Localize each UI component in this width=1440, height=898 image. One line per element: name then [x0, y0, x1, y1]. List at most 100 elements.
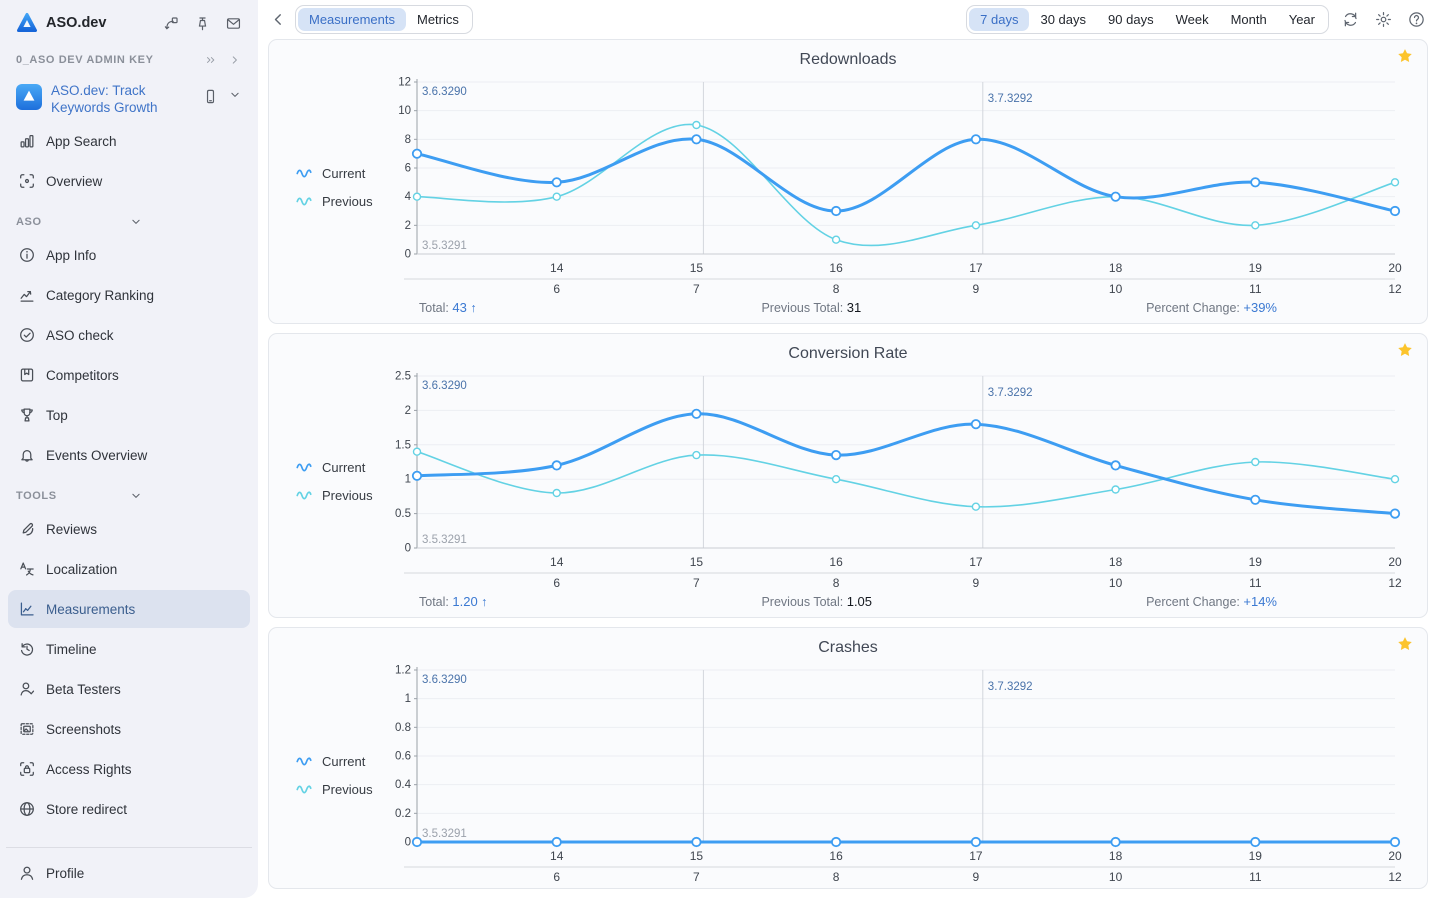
legend-item-current[interactable]: Current [295, 460, 387, 475]
percent-change-value: +39% [1243, 300, 1277, 315]
svg-text:2: 2 [405, 405, 411, 417]
sidebar-item-label: Reviews [46, 521, 98, 537]
svg-text:6: 6 [405, 163, 411, 175]
chart-plot-redownloads: 0 2 4 6 8 10 12 3.7.3292 3.6.3290 3.5.3291 14 6 15 7 1… [398, 77, 1402, 297]
previous-total-label: Previous Total: [761, 595, 844, 609]
sidebar-item-reviews[interactable]: Reviews [8, 510, 250, 548]
favorite-star-button[interactable] [1396, 341, 1414, 359]
percent-change-value: +14% [1243, 594, 1277, 609]
sidebar-item-store-redirect[interactable]: Store redirect [8, 790, 250, 828]
sidebar-item-app-info[interactable]: App Info [8, 236, 250, 274]
svg-text:17: 17 [969, 555, 983, 569]
chart-row: Current Previous 0 2 4 6 8 10 12 3.7.3292 3.6.3290… [269, 74, 1427, 300]
user-icon [18, 864, 36, 882]
legend-item-previous[interactable]: Previous [295, 488, 387, 503]
chart-row: Current Previous 0 0.2 0.4 0.6 0.8 1 1.2 3.7.3292… [269, 662, 1427, 888]
workspace-row[interactable]: 0_ASO DEV ADMIN KEY [8, 50, 250, 70]
svg-text:14: 14 [550, 261, 564, 275]
legend-item-previous[interactable]: Previous [295, 782, 387, 797]
sidebar-item-label: Beta Testers [46, 681, 121, 697]
chart-legend: Current Previous [269, 754, 387, 797]
chevron-down-icon[interactable] [129, 489, 242, 503]
svg-text:19: 19 [1249, 849, 1263, 863]
svg-text:18: 18 [1109, 849, 1123, 863]
collapse-icon[interactable] [163, 15, 180, 32]
legend-item-current[interactable]: Current [295, 754, 387, 769]
svg-text:16: 16 [829, 261, 843, 275]
previous-total-value: 31 [846, 300, 862, 315]
trend-up-icon: ↑ [481, 595, 488, 609]
sidebar-footer: Profile [6, 847, 252, 898]
sidebar-item-label: Profile [46, 865, 85, 881]
range-week[interactable]: Week [1165, 8, 1220, 31]
svg-text:19: 19 [1249, 261, 1263, 275]
sidebar-item-profile[interactable]: Profile [8, 854, 250, 892]
svg-text:16: 16 [829, 849, 843, 863]
sidebar-item-app-search[interactable]: App Search [8, 122, 250, 160]
legend-item-current[interactable]: Current [295, 166, 387, 181]
svg-text:4: 4 [405, 191, 412, 203]
sidebar-item-label: Store redirect [46, 801, 128, 817]
summary-change: Percent Change: +14% [1146, 594, 1277, 609]
sidebar-item-top[interactable]: Top [8, 396, 250, 434]
sidebar-item-competitors[interactable]: Competitors [8, 356, 250, 394]
tab-measurements[interactable]: Measurements [298, 8, 406, 31]
sidebar-item-overview[interactable]: Overview [8, 162, 250, 200]
help-button[interactable] [1405, 8, 1428, 31]
favorite-star-button[interactable] [1396, 635, 1414, 653]
chevron-down-icon[interactable] [228, 88, 242, 102]
section-label: TOOLS [16, 490, 57, 502]
range-year[interactable]: Year [1278, 8, 1326, 31]
mail-icon[interactable] [225, 15, 242, 32]
previous-total-value: 1.05 [846, 594, 873, 609]
main-area: Measurements Metrics 7 days 30 days 90 days… [258, 0, 1440, 898]
double-chevron-right-icon[interactable] [204, 53, 218, 67]
chart-title: Redownloads [799, 51, 897, 68]
sidebar-item-label: ASO check [46, 327, 114, 343]
chart-title: Crashes [818, 639, 878, 656]
chevron-right-icon[interactable] [228, 53, 242, 67]
sidebar-item-localization[interactable]: Localization [8, 550, 250, 588]
svg-text:8: 8 [405, 134, 411, 146]
total-label: Total: [419, 301, 449, 315]
range-30-days[interactable]: 30 days [1029, 8, 1097, 31]
sidebar-item-screenshots[interactable]: Screenshots [8, 710, 250, 748]
svg-text:9: 9 [973, 576, 980, 590]
chart-card-crashes: Crashes Current Previous 0 0.2 0.4 0.6 0.8 1 1.2 3… [268, 627, 1428, 889]
sidebar-item-measurements[interactable]: Measurements [8, 590, 250, 628]
refresh-button[interactable] [1339, 8, 1362, 31]
tab-metrics[interactable]: Metrics [406, 8, 470, 31]
svg-text:10: 10 [1109, 282, 1123, 296]
range-7-days[interactable]: 7 days [969, 8, 1030, 31]
svg-text:15: 15 [690, 261, 704, 275]
settings-button[interactable] [1372, 8, 1395, 31]
section-header-tools[interactable]: TOOLS [8, 486, 250, 506]
pen-icon [18, 520, 36, 538]
app-row[interactable]: ASO.dev: Track Keywords Growth [8, 82, 250, 116]
legend-item-previous[interactable]: Previous [295, 194, 387, 209]
svg-text:3.7.3292: 3.7.3292 [988, 681, 1033, 693]
sidebar-item-access-rights[interactable]: Access Rights [8, 750, 250, 788]
range-90-days[interactable]: 90 days [1097, 8, 1165, 31]
sidebar-item-label: Competitors [46, 367, 119, 383]
section-header-aso[interactable]: ASO [8, 212, 250, 232]
favorite-star-button[interactable] [1396, 47, 1414, 65]
sidebar-item-label: App Info [46, 247, 97, 263]
user-check-icon [18, 680, 36, 698]
svg-text:14: 14 [550, 555, 564, 569]
back-button[interactable] [268, 9, 289, 30]
svg-text:8: 8 [833, 870, 840, 884]
tracked-app-name[interactable]: ASO.dev: Track Keywords Growth [51, 83, 158, 115]
chevron-down-icon[interactable] [129, 215, 242, 229]
range-month[interactable]: Month [1220, 8, 1278, 31]
sidebar-item-events-overview[interactable]: Events Overview [8, 436, 250, 474]
sidebar-item-category-ranking[interactable]: Category Ranking [8, 276, 250, 314]
svg-text:10: 10 [1109, 576, 1123, 590]
svg-text:12: 12 [398, 77, 411, 89]
sidebar-item-aso-check[interactable]: ASO check [8, 316, 250, 354]
pin-icon[interactable] [194, 15, 211, 32]
svg-text:17: 17 [969, 849, 983, 863]
sidebar-item-beta-testers[interactable]: Beta Testers [8, 670, 250, 708]
sidebar-item-timeline[interactable]: Timeline [8, 630, 250, 668]
chart-card-conversion-rate: Conversion Rate Current Previous 0 0.5 1 1.5 2 2… [268, 333, 1428, 618]
